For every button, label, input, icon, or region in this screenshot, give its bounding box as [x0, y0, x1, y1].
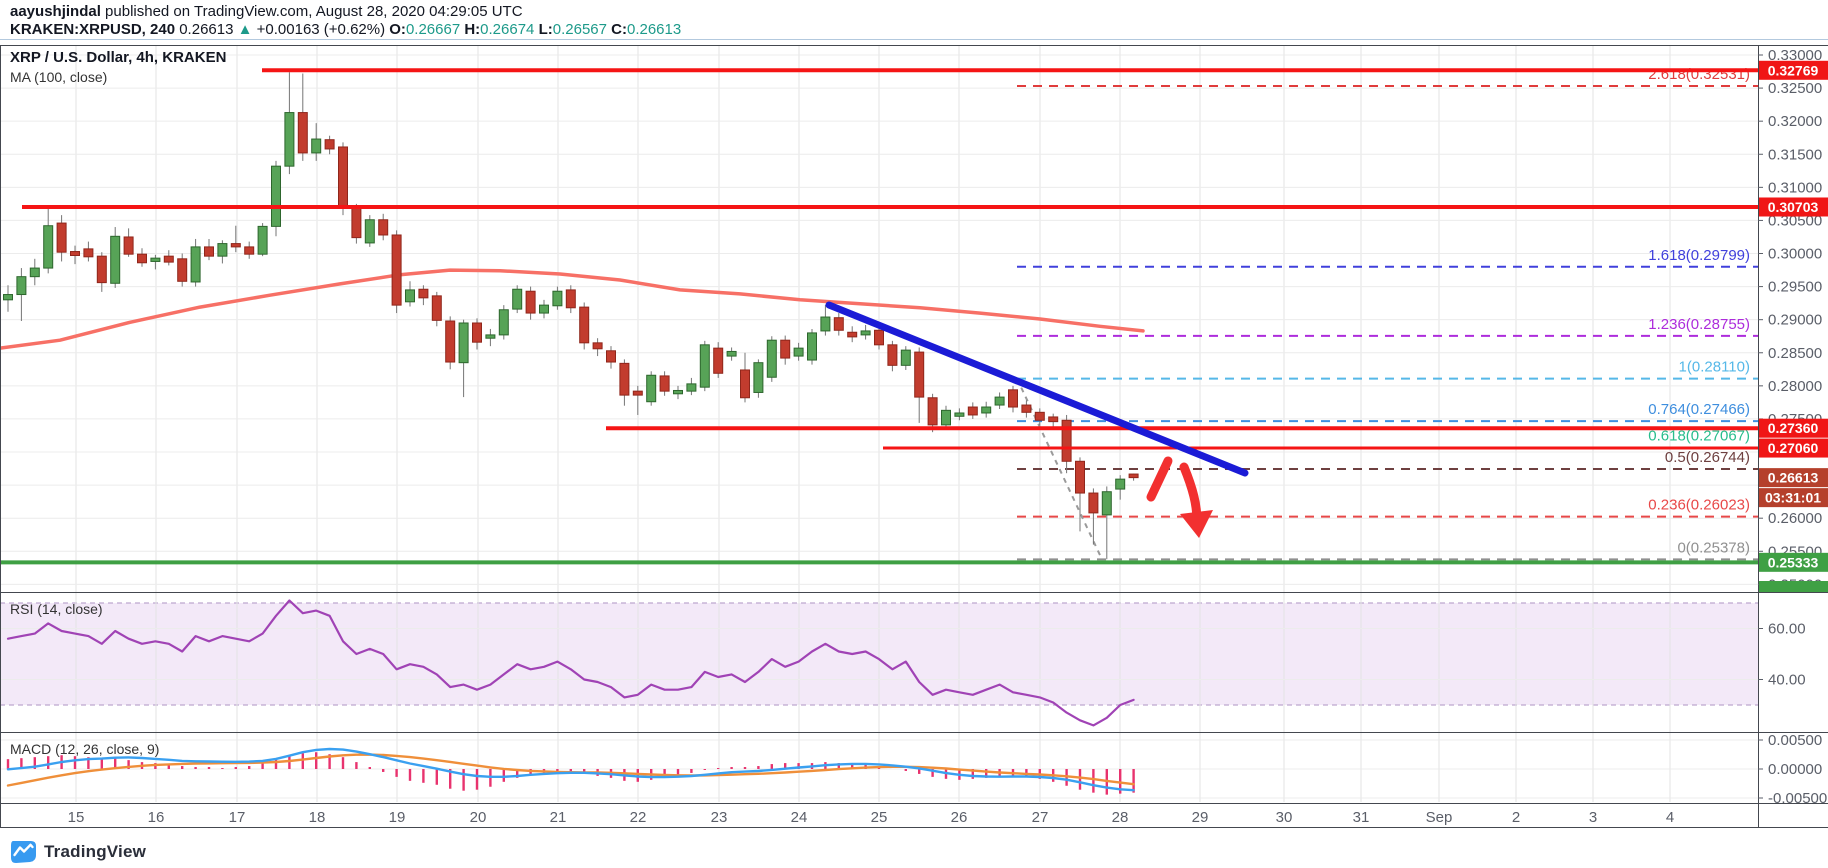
svg-text:0.27360: 0.27360	[1768, 420, 1819, 436]
svg-text:1.618(0.29799): 1.618(0.29799)	[1648, 247, 1750, 264]
svg-text:31: 31	[1353, 809, 1370, 826]
tradingview-logo-text: TradingView	[44, 841, 147, 861]
svg-text:40.00: 40.00	[1768, 672, 1806, 689]
svg-text:0.26613: 0.26613	[1768, 470, 1819, 486]
svg-text:0.26000: 0.26000	[1768, 510, 1822, 527]
svg-text:0.618(0.27067): 0.618(0.27067)	[1648, 428, 1750, 445]
svg-text:0.30000: 0.30000	[1768, 246, 1822, 263]
low-value: 0.26567	[552, 21, 607, 38]
svg-text:2: 2	[1512, 809, 1520, 826]
chart-title: XRP / U.S. Dollar, 4h, KRAKEN	[10, 49, 227, 66]
svg-text:21: 21	[550, 809, 567, 826]
svg-text:15: 15	[68, 809, 85, 826]
high-label: H:	[464, 21, 481, 38]
svg-text:0.25333: 0.25333	[1768, 554, 1819, 570]
last-price: 0.26613	[179, 21, 234, 38]
svg-text:28: 28	[1112, 809, 1129, 826]
tradingview-logo[interactable]: TradingView	[10, 840, 146, 863]
down-arrow-annotation	[1146, 456, 1213, 538]
support-resistance-lines	[0, 68, 1758, 565]
panel-frame	[0, 39, 1828, 828]
svg-text:18: 18	[309, 809, 326, 826]
svg-text:0.29500: 0.29500	[1768, 279, 1822, 296]
svg-text:0.28000: 0.28000	[1768, 378, 1822, 395]
svg-text:4: 4	[1666, 809, 1674, 826]
svg-text:0.00000: 0.00000	[1768, 761, 1822, 778]
svg-text:0.32769: 0.32769	[1768, 62, 1819, 78]
ma-indicator-label: MA (100, close)	[10, 69, 108, 85]
svg-text:Sep: Sep	[1426, 809, 1453, 826]
svg-text:23: 23	[711, 809, 728, 826]
close-value: 0.26613	[626, 21, 682, 38]
ticker-line: KRAKEN:XRPUSD, 240 0.26613 ▲ +0.00163 (+…	[10, 21, 681, 38]
svg-text:0(0.25378): 0(0.25378)	[1677, 539, 1750, 556]
price-change: +0.00163 (+0.62%)	[256, 21, 386, 38]
svg-text:0.32000: 0.32000	[1768, 113, 1822, 130]
svg-text:17: 17	[229, 809, 246, 826]
price-badges: 0.32769 0.30703 0.27360 0.27060 0.26613 03:31…	[1759, 60, 1828, 592]
svg-text:0.236(0.26023): 0.236(0.26023)	[1648, 497, 1750, 514]
svg-text:0.29000: 0.29000	[1768, 312, 1822, 329]
svg-text:25: 25	[871, 809, 888, 826]
macd-indicator-label: MACD (12, 26, close, 9)	[10, 741, 160, 757]
svg-text:20: 20	[470, 809, 487, 826]
svg-text:1.236(0.28755): 1.236(0.28755)	[1648, 316, 1750, 333]
svg-text:0.31000: 0.31000	[1768, 179, 1822, 196]
svg-text:29: 29	[1192, 809, 1209, 826]
svg-text:0.30500: 0.30500	[1768, 212, 1822, 229]
author-name: aayushjindal	[10, 3, 101, 20]
high-value: 0.26674	[480, 21, 535, 38]
rsi-indicator-label: RSI (14, close)	[10, 601, 103, 617]
svg-text:0.33000: 0.33000	[1768, 47, 1822, 64]
svg-text:0.764(0.27466): 0.764(0.27466)	[1648, 401, 1750, 418]
svg-text:24: 24	[791, 809, 808, 826]
svg-text:0.27060: 0.27060	[1768, 440, 1819, 456]
candlestick-series	[3, 72, 1139, 560]
svg-text:16: 16	[148, 809, 165, 826]
macd-series	[6, 747, 1135, 795]
svg-text:03:31:01: 03:31:01	[1765, 490, 1821, 506]
svg-text:0.28500: 0.28500	[1768, 345, 1822, 362]
svg-text:0.32500: 0.32500	[1768, 80, 1822, 97]
svg-text:-0.00500: -0.00500	[1768, 790, 1827, 807]
open-value: 0.26667	[405, 21, 461, 38]
svg-text:19: 19	[389, 809, 406, 826]
change-up-arrow-icon: ▲	[237, 21, 253, 38]
low-label: L:	[538, 21, 553, 38]
svg-text:0.31500: 0.31500	[1768, 146, 1822, 163]
svg-text:1(0.28110): 1(0.28110)	[1679, 359, 1750, 376]
tradingview-logo-icon	[11, 841, 36, 863]
rsi-line	[6, 599, 1135, 727]
svg-text:0.00500: 0.00500	[1768, 732, 1822, 749]
time-axis[interactable]: 15 16 17 18 19 20 21 22 23 24 25 26 27 28 29 30 31 Sep 2 3 4	[68, 809, 1675, 826]
svg-text:3: 3	[1589, 809, 1597, 826]
svg-text:30: 30	[1276, 809, 1293, 826]
downtrend-line	[825, 301, 1249, 477]
svg-text:27: 27	[1032, 809, 1049, 826]
svg-text:60.00: 60.00	[1768, 621, 1806, 638]
close-label: C:	[611, 21, 627, 38]
svg-text:0.5(0.26744): 0.5(0.26744)	[1665, 449, 1750, 466]
svg-text:0.30703: 0.30703	[1768, 199, 1819, 215]
svg-text:22: 22	[630, 809, 647, 826]
ma-100-line	[0, 268, 1145, 350]
open-label: O:	[389, 21, 406, 38]
attribution-text: published on TradingView.com, August 28,…	[100, 3, 523, 20]
symbol-label: KRAKEN:XRPUSD, 240	[10, 21, 176, 38]
attribution-line: aayushjindal published on TradingView.co…	[10, 3, 523, 20]
svg-text:26: 26	[951, 809, 968, 826]
